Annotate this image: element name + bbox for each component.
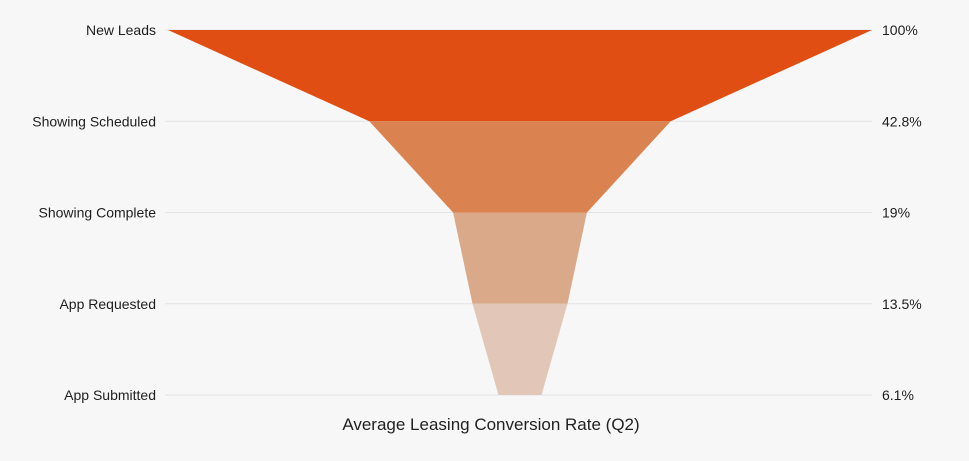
percent-labels: 100% 42.8% 19% 13.5% 6.1%	[882, 22, 922, 403]
stage-label: Showing Scheduled	[32, 113, 156, 129]
stage-label: Showing Complete	[38, 205, 156, 221]
chart-title: Average Leasing Conversion Rate (Q2)	[342, 415, 639, 434]
stage-label: App Submitted	[64, 387, 156, 403]
funnel-segment	[472, 303, 568, 395]
percent-label: 6.1%	[882, 387, 914, 403]
stage-label: New Leads	[86, 22, 156, 38]
funnel-segment	[453, 212, 587, 304]
stage-label: App Requested	[59, 296, 156, 312]
funnel-segments	[168, 30, 872, 395]
stage-labels: New Leads Showing Scheduled Showing Comple…	[32, 22, 156, 403]
percent-label: 19%	[882, 205, 910, 221]
funnel-segment	[369, 121, 671, 213]
percent-label: 100%	[882, 22, 918, 38]
percent-label: 42.8%	[882, 113, 922, 129]
funnel-segment	[168, 30, 872, 122]
percent-label: 13.5%	[882, 296, 922, 312]
